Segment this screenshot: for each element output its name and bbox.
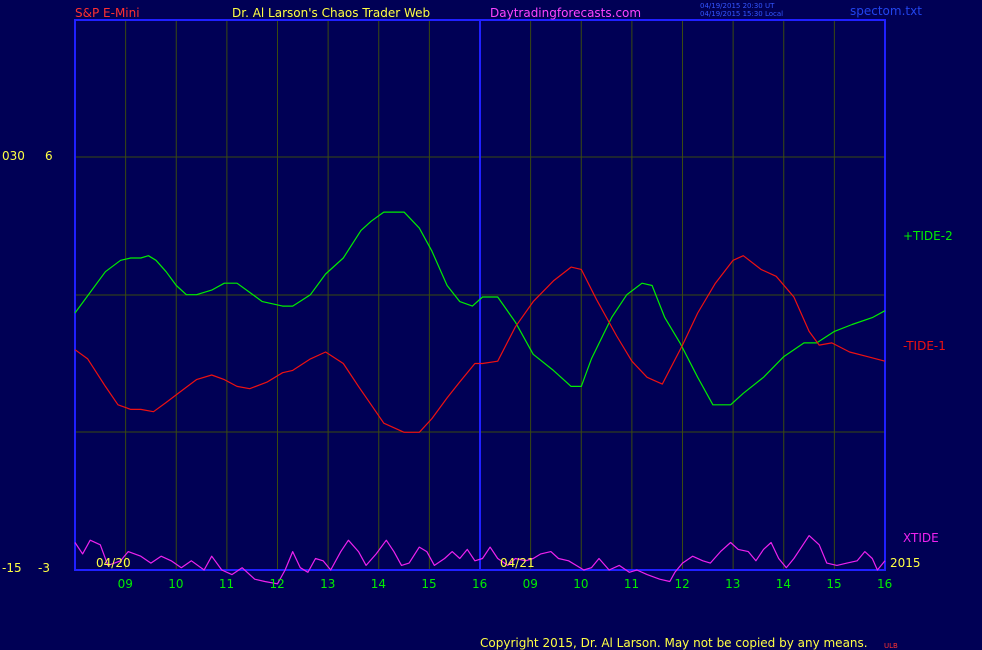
y-label-bottom-right: -3 (38, 561, 50, 575)
date-label-day1: 04/20 (96, 556, 131, 570)
timestamp-ut: 04/19/2015 20:30 UT (700, 2, 775, 10)
series-tide-minus (74, 255, 886, 433)
x-tick-label: 12 (675, 577, 690, 591)
file-name: spectom.txt (850, 4, 922, 18)
x-tick-label: 16 (877, 577, 892, 591)
ulb-mark: ULB (884, 642, 898, 650)
legend-xtide: XTIDE (903, 531, 939, 545)
x-tick-label: 10 (573, 577, 588, 591)
x-tick-label: 09 (523, 577, 538, 591)
x-tick-label: 13 (725, 577, 740, 591)
x-tick-label: 10 (168, 577, 183, 591)
copyright-notice: Copyright 2015, Dr. Al Larson. May not b… (480, 636, 868, 650)
symbol-title: S&P E-Mini (75, 6, 140, 20)
x-tick-label: 13 (320, 577, 335, 591)
legend-tide-minus: -TIDE-1 (903, 339, 946, 353)
legend-tide-plus: +TIDE-2 (903, 229, 953, 243)
x-tick-label: 14 (371, 577, 386, 591)
x-tick-label: 14 (776, 577, 791, 591)
year-label: 2015 (890, 556, 921, 570)
x-tick-label: 16 (472, 577, 487, 591)
x-tick-label: 12 (270, 577, 285, 591)
x-tick-label: 11 (624, 577, 639, 591)
timestamp-local: 04/19/2015 15:30 Local (700, 10, 783, 18)
y-label-bottom-left: -15 (2, 561, 22, 575)
author-title: Dr. Al Larson's Chaos Trader Web (232, 6, 430, 20)
date-label-day2: 04/21 (500, 556, 535, 570)
site-title: Daytradingforecasts.com (490, 6, 641, 20)
y-label-top-left: 030 (2, 149, 25, 163)
x-tick-label: 11 (219, 577, 234, 591)
series-group (74, 211, 886, 585)
x-tick-label: 09 (118, 577, 133, 591)
series-xtide (74, 534, 886, 585)
x-tick-label: 15 (421, 577, 436, 591)
series-tide-plus (74, 211, 886, 406)
x-tick-label: 15 (826, 577, 841, 591)
x-tick-labels: 09 10 11 12 13 14 15 16 09 10 11 12 13 14 15 16 (118, 577, 893, 591)
y-label-top-right: 6 (45, 149, 53, 163)
